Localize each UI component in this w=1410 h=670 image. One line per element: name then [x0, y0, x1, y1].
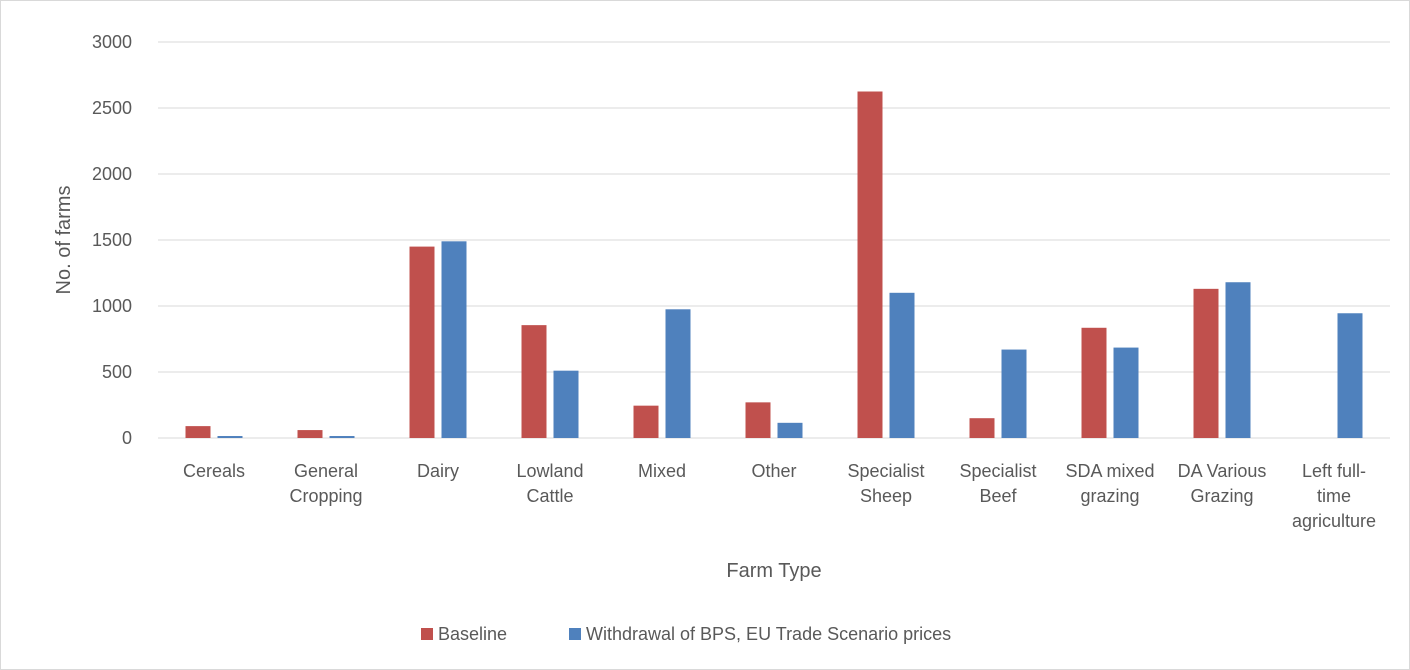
bar-baseline [297, 430, 323, 438]
bar-withdrawal [1337, 313, 1363, 438]
x-category-label: grazing [1080, 486, 1139, 506]
legend: Baseline Withdrawal of BPS, EU Trade Scen… [421, 624, 951, 644]
y-tick-label: 3000 [92, 32, 132, 52]
x-category-label: Lowland [516, 461, 583, 481]
bar-withdrawal [665, 309, 691, 438]
bars [185, 91, 1363, 438]
legend-label-baseline: Baseline [438, 624, 507, 644]
x-category-label: Cereals [183, 461, 245, 481]
y-tick-label: 500 [102, 362, 132, 382]
x-axis-title: Farm Type [726, 560, 821, 582]
x-category-label: Specialist [959, 461, 1036, 481]
bar-withdrawal [441, 241, 467, 438]
x-category-labels: Cereals General Cropping Dairy Lowland Cattle… [183, 461, 1376, 531]
x-category-label: agriculture [1292, 511, 1376, 531]
x-category-label: Other [751, 461, 796, 481]
y-tick-labels: 0 500 1000 1500 2000 2500 3000 [92, 32, 132, 448]
bar-baseline [969, 418, 995, 438]
y-tick-label: 1000 [92, 296, 132, 316]
x-category-label: Cropping [289, 486, 362, 506]
bar-baseline [409, 246, 435, 438]
y-tick-label: 1500 [92, 230, 132, 250]
bar-withdrawal [329, 436, 355, 438]
bar-baseline [745, 402, 771, 438]
bar-baseline [1081, 327, 1107, 438]
x-category-label: Cattle [526, 486, 573, 506]
bar-withdrawal [217, 436, 243, 438]
x-category-label: Specialist [847, 461, 924, 481]
bar-baseline [633, 405, 659, 438]
bar-withdrawal [1225, 282, 1251, 438]
y-tick-label: 0 [122, 428, 132, 448]
bar-withdrawal [1001, 349, 1027, 438]
x-category-label: time [1317, 486, 1351, 506]
bar-withdrawal [553, 370, 579, 438]
legend-swatch-withdrawal [569, 628, 581, 640]
x-category-label: SDA mixed [1065, 461, 1154, 481]
x-category-label: Sheep [860, 486, 912, 506]
legend-swatch-baseline [421, 628, 433, 640]
y-axis-title: No. of farms [53, 186, 75, 295]
bar-baseline [857, 91, 883, 438]
x-category-label: Mixed [638, 461, 686, 481]
gridlines [158, 41, 1390, 439]
x-category-label: General [294, 461, 358, 481]
x-category-label: Grazing [1190, 486, 1253, 506]
bar-baseline [1193, 288, 1219, 438]
bar-withdrawal [777, 422, 803, 438]
bar-withdrawal [1113, 347, 1139, 438]
x-category-label: DA Various [1178, 461, 1267, 481]
y-tick-label: 2000 [92, 164, 132, 184]
legend-label-withdrawal: Withdrawal of BPS, EU Trade Scenario pri… [586, 624, 951, 644]
x-category-label: Beef [979, 486, 1017, 506]
x-category-label: Left full- [1302, 461, 1366, 481]
bar-withdrawal [889, 292, 915, 438]
y-tick-label: 2500 [92, 98, 132, 118]
bar-baseline [521, 325, 547, 438]
bar-baseline [185, 426, 211, 438]
x-category-label: Dairy [417, 461, 459, 481]
